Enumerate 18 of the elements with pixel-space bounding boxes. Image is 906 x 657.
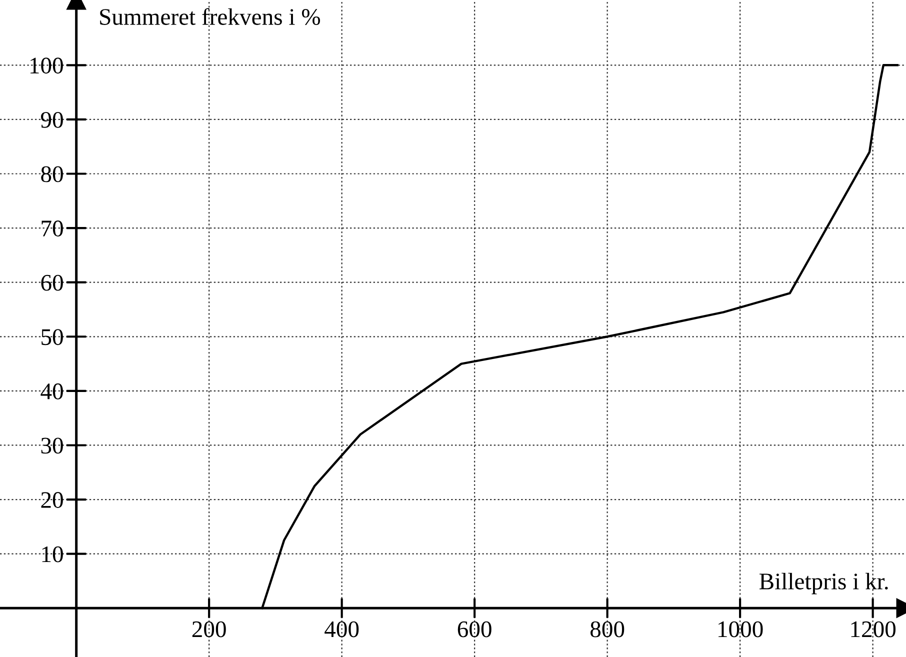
x-tick-label: 600 [458, 621, 492, 638]
y-tick-label: 60 [41, 274, 63, 291]
x-tick-label: 400 [324, 621, 359, 638]
x-tick-label: 1200 [851, 621, 896, 638]
x-tick-label: 200 [192, 621, 226, 638]
x-tick-label: 1000 [718, 621, 763, 638]
y-tick-label: 10 [42, 546, 63, 562]
y-tick-label: 40 [40, 383, 63, 400]
y-tick-label: 50 [42, 329, 63, 346]
y-tick-label: 20 [41, 492, 63, 508]
x-axis-title: Billetpris i kr. [759, 572, 888, 594]
y-tick-label: 70 [42, 220, 63, 236]
x-tick-label: 800 [590, 621, 624, 638]
y-tick-label: 30 [41, 438, 63, 454]
y-tick-label: 80 [41, 166, 63, 182]
y-tick-label: 100 [30, 58, 63, 74]
y-tick-label: 90 [40, 112, 63, 128]
y-axis-title: Summeret frekvens i % [100, 8, 320, 26]
